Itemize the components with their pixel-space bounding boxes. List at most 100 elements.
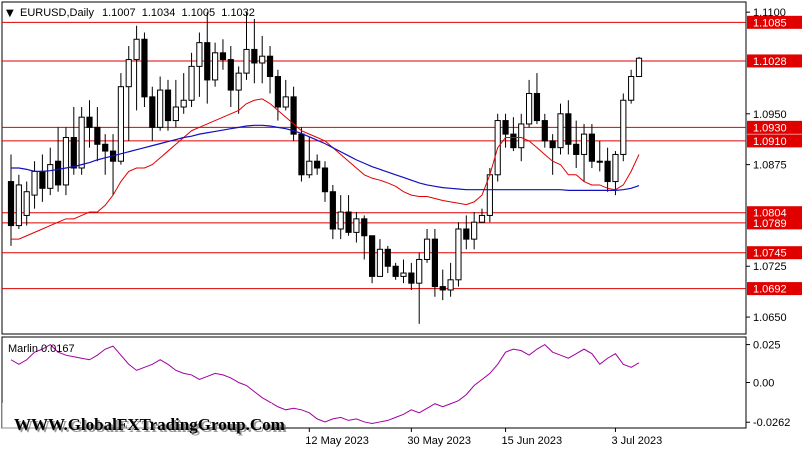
candle-body — [321, 167, 329, 193]
level-price-label-text: 1.0692 — [753, 284, 787, 296]
candle — [345, 195, 352, 236]
candle-body — [290, 96, 297, 135]
candle — [86, 100, 93, 148]
oscillator-title: Marlin 0.0167 — [8, 343, 75, 355]
candle-body — [518, 123, 525, 149]
candle-body — [361, 218, 368, 237]
level-price-label: 1.1085 — [747, 15, 802, 29]
candle — [31, 161, 38, 209]
candle-body — [314, 160, 321, 169]
watermark-text: WWW.GlobalFXTradingGroup.Com — [14, 415, 285, 434]
candle-body — [274, 76, 281, 108]
date-axis-tick-label: 3 Jul 2023 — [611, 435, 662, 447]
candle — [235, 66, 242, 114]
candle — [361, 215, 368, 260]
candle-body — [39, 170, 46, 189]
candle-body — [86, 116, 93, 128]
candle-body — [502, 120, 509, 135]
candle-body — [47, 164, 54, 189]
candle — [125, 46, 132, 141]
level-price-label: 1.0745 — [747, 246, 802, 260]
candle — [423, 228, 431, 263]
candle-body — [125, 59, 132, 88]
candle-body — [55, 160, 62, 186]
candle-body — [259, 55, 266, 64]
candle-body — [251, 48, 258, 64]
candle-body — [172, 106, 179, 122]
candle — [478, 208, 486, 223]
candle — [431, 228, 438, 297]
candle — [7, 154, 15, 246]
candle-body — [628, 76, 635, 101]
candle-body — [196, 42, 203, 67]
candle-body — [565, 113, 572, 145]
candle — [612, 151, 619, 196]
candle — [164, 79, 172, 131]
candle-body — [431, 238, 438, 288]
candle — [212, 42, 219, 87]
candle-body — [635, 57, 643, 78]
candle-body — [580, 133, 588, 155]
candle — [204, 12, 211, 104]
oscillator-axis-tick-label: 0.00 — [753, 378, 774, 390]
level-price-label-text: 1.1028 — [753, 56, 787, 68]
candle-body — [588, 133, 595, 162]
candle — [219, 39, 227, 70]
level-price-label-text: 1.0930 — [753, 122, 787, 134]
candle — [541, 113, 548, 148]
level-price-label-box — [747, 246, 802, 260]
candle — [39, 154, 46, 202]
candle-body — [7, 181, 15, 227]
level-price-label-box — [747, 134, 802, 148]
oscillator-axis-tick-label: -0.0262 — [753, 417, 790, 429]
candle — [62, 127, 70, 196]
level-price-label: 1.1028 — [747, 54, 802, 68]
candle — [463, 215, 470, 250]
candle — [94, 107, 101, 162]
candle-body — [282, 96, 289, 108]
candle — [337, 195, 344, 240]
candle-body — [423, 238, 431, 260]
candle-body — [353, 218, 360, 233]
candle-body — [157, 89, 164, 128]
candle-body — [510, 133, 517, 149]
candle — [628, 69, 635, 104]
candle-body — [149, 96, 156, 128]
candle — [274, 69, 281, 121]
candle — [392, 262, 399, 280]
candle — [369, 235, 376, 284]
candle — [549, 134, 556, 175]
candle — [314, 154, 321, 175]
candle-body — [23, 191, 30, 216]
candle-body — [596, 160, 603, 163]
candle — [455, 222, 462, 287]
level-price-label: 1.0789 — [747, 216, 802, 230]
candle-body — [612, 153, 619, 183]
chart-symbol-timeframe: EURUSD,Daily — [20, 7, 94, 19]
candle — [70, 107, 77, 175]
level-price-label-box — [747, 54, 802, 68]
candle — [259, 35, 266, 84]
collapse-arrow-icon[interactable]: ▼ — [6, 8, 14, 19]
candle — [502, 113, 509, 148]
candle-body — [416, 258, 423, 284]
candle — [102, 134, 109, 175]
candle — [180, 73, 187, 114]
candle — [557, 103, 564, 155]
date-axis-tick-label: 30 May 2023 — [407, 435, 471, 447]
price-axis-tick-label: 1.0875 — [753, 160, 787, 172]
candle — [565, 100, 572, 155]
candle — [251, 18, 258, 84]
candle-body — [62, 137, 70, 186]
candle-body — [180, 99, 187, 108]
candle-body — [408, 272, 415, 284]
candle-body — [463, 228, 470, 240]
candle-body — [376, 248, 384, 277]
candle-body — [447, 279, 454, 291]
candle — [526, 79, 533, 128]
level-price-label: 1.0930 — [747, 120, 802, 134]
candle — [416, 252, 423, 324]
candle-body — [573, 143, 580, 155]
candle-body — [306, 160, 313, 176]
